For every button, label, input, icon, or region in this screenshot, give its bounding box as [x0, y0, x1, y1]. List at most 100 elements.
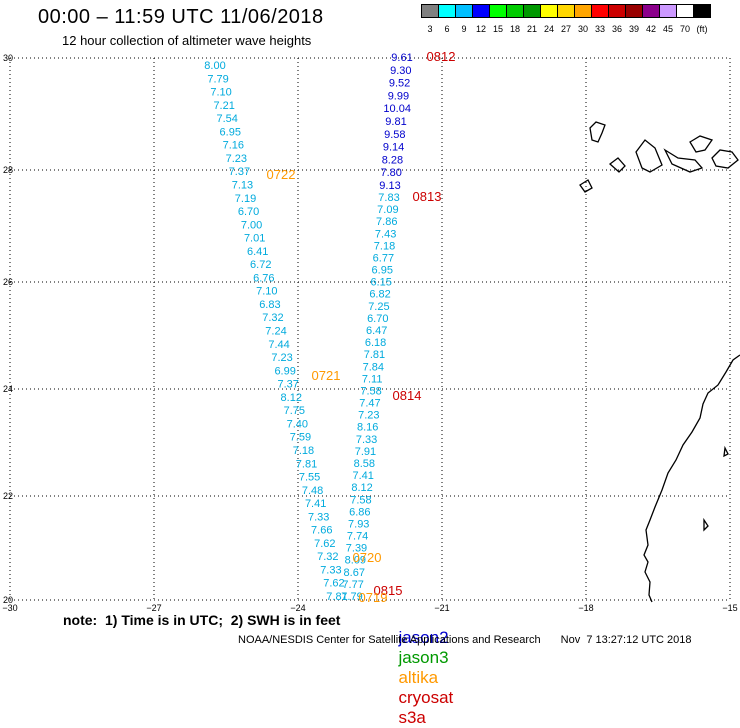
- legend-altika: altika: [398, 668, 439, 687]
- colorbar-label: 12: [475, 24, 486, 34]
- pass-time-label: 0721: [312, 368, 341, 383]
- swh-value: 7.81: [364, 349, 385, 361]
- pass-time-label: 0719: [359, 590, 388, 605]
- map-title: 00:00 – 11:59 UTC 11/06/2018: [38, 6, 324, 28]
- coastline: [579, 121, 740, 603]
- lat-tick-label: 24: [3, 384, 13, 394]
- swh-value: 7.33: [356, 434, 377, 446]
- colorbar-label: 36: [611, 24, 622, 34]
- swh-value: 8.67: [344, 567, 365, 579]
- swh-value: 7.10: [210, 87, 231, 99]
- swh-value: 7.09: [377, 204, 398, 216]
- swh-value: 6.82: [369, 289, 390, 301]
- lon-tick-label: −27: [146, 603, 161, 613]
- colorbar-label: 27: [560, 24, 571, 34]
- swh-value: 7.16: [223, 140, 244, 152]
- swh-value: 6.83: [259, 299, 280, 311]
- swh-value: 7.21: [213, 100, 234, 112]
- swh-value: 7.40: [287, 418, 308, 430]
- swh-value: 6.15: [370, 277, 391, 289]
- swh-value: 6.41: [247, 246, 268, 258]
- coastline-island-7: [579, 179, 593, 193]
- swh-value: 7.13: [232, 179, 253, 191]
- colorbar-swatches: [421, 4, 711, 20]
- colorbar-label: 42: [645, 24, 656, 34]
- colorbar-swatch: [693, 4, 711, 18]
- swh-value: 9.14: [383, 142, 404, 154]
- colorbar-label: 15: [492, 24, 503, 34]
- coastline-island-5: [711, 149, 739, 169]
- pass-time-label: 0815: [374, 583, 403, 598]
- colorbar-label: 24: [543, 24, 554, 34]
- swh-value: 6.99: [274, 365, 295, 377]
- track-s3a-right-labels: 7.837.097.867.437.186.776.956.156.827.25…: [341, 192, 399, 603]
- swh-value: 6.95: [372, 265, 393, 277]
- swh-value: 7.93: [348, 518, 369, 530]
- swh-value: 7.84: [363, 361, 384, 373]
- lat-tick-label: 20: [3, 595, 13, 605]
- swh-value: 7.83: [378, 192, 399, 204]
- lon-tick-label: −18: [578, 603, 593, 613]
- swh-value: 7.41: [305, 498, 326, 510]
- swh-value: 10.04: [383, 103, 411, 115]
- swh-value: 8.16: [357, 422, 378, 434]
- lat-tick-label: 26: [3, 277, 13, 287]
- swh-value: 7.54: [216, 113, 237, 125]
- legend-cryosat: cryosat: [398, 688, 454, 707]
- footer-note: note: 1) Time is in UTC; 2) SWH is in fe…: [63, 612, 341, 628]
- swh-value: 9.99: [388, 90, 409, 102]
- swh-value: 7.23: [271, 352, 292, 364]
- colorbar-label: 33: [594, 24, 605, 34]
- swh-value: 9.30: [390, 65, 411, 77]
- colorbar-label: 70: [679, 24, 690, 34]
- swh-value: 7.59: [290, 432, 311, 444]
- swh-value: 7.33: [308, 511, 329, 523]
- swh-value: 7.18: [374, 240, 395, 252]
- swh-value: 7.39: [346, 543, 367, 555]
- swh-value: 7.66: [311, 525, 332, 537]
- swh-value: 7.32: [317, 551, 338, 563]
- legend-s3a: s3a: [398, 708, 426, 727]
- swh-value: 7.74: [347, 531, 368, 543]
- swh-value: 8.58: [354, 458, 375, 470]
- coastline-island-3: [663, 148, 704, 173]
- map-subtitle: 12 hour collection of altimeter wave hei…: [62, 33, 312, 48]
- swh-value: 6.77: [373, 252, 394, 264]
- swh-value: 6.76: [253, 272, 274, 284]
- swh-value: 6.70: [367, 313, 388, 325]
- colorbar-label: (ft): [696, 24, 708, 34]
- swh-value: 7.62: [314, 538, 335, 550]
- pass-time-label: 0813: [413, 189, 442, 204]
- pass-time-label: 0812: [427, 49, 456, 64]
- pass-time-label: 0722: [267, 167, 296, 182]
- colorbar-label: 45: [662, 24, 673, 34]
- coastline-island-1: [589, 121, 606, 143]
- lat-lon-grid: [9, 57, 731, 601]
- colorbar-label: 6: [444, 24, 450, 34]
- swh-value: 6.95: [220, 126, 241, 138]
- colorbar-label: 21: [526, 24, 537, 34]
- swh-value: 7.37: [229, 166, 250, 178]
- lon-tick-label: −21: [434, 603, 449, 613]
- track-s3a-left-labels: 8.007.797.107.217.546.957.167.237.377.13…: [204, 60, 347, 603]
- colorbar-label: 18: [509, 24, 520, 34]
- pass-time-label: 0720: [353, 550, 382, 565]
- swh-value: 7.01: [244, 233, 265, 245]
- swh-value: 7.10: [256, 286, 277, 298]
- swh-value: 9.81: [385, 116, 406, 128]
- pass-time-label: 0814: [393, 388, 422, 403]
- swh-value: 7.37: [277, 379, 298, 391]
- swh-value: 7.25: [368, 301, 389, 313]
- coastline-africa: [643, 354, 740, 603]
- swh-value: 7.23: [226, 153, 247, 165]
- swh-value: 6.86: [349, 506, 370, 518]
- lat-tick-label: 28: [3, 165, 13, 175]
- swh-value: 7.62: [323, 578, 344, 590]
- swh-value: 7.41: [353, 470, 374, 482]
- coastline-island-4: [689, 135, 714, 153]
- swh-value: 8.12: [351, 482, 372, 494]
- swh-value: 9.52: [389, 78, 410, 90]
- coastline-island-2: [635, 139, 663, 173]
- swh-value: 7.47: [359, 398, 380, 410]
